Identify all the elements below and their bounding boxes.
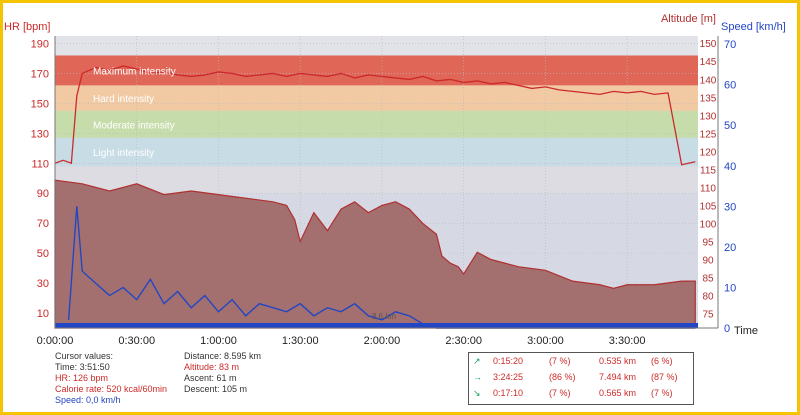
slope-row-downhill: ↘ 0:17:10 (7 %) 0.565 km (7 %) bbox=[473, 388, 691, 402]
zone-label: Light intensity bbox=[93, 148, 154, 159]
flat-distance-pct: (87 %) bbox=[651, 372, 678, 382]
altitude-tick-label: 115 bbox=[700, 165, 716, 176]
zone-band bbox=[55, 166, 698, 194]
time-tick-label: 3:00:00 bbox=[527, 335, 564, 347]
hr-tick-label: 130 bbox=[31, 128, 49, 140]
flat-arrow-icon: → bbox=[473, 372, 482, 382]
downhill-time-pct: (7 %) bbox=[549, 388, 571, 398]
summary-panel: Distance: 8.595 km Altitude: 83 m Ascent… bbox=[184, 351, 261, 395]
chart-series: Maximum intensity Hard intensity Moderate … bbox=[54, 65, 698, 329]
hr-tick-label: 190 bbox=[31, 38, 49, 50]
altitude-tick-label: 75 bbox=[702, 310, 714, 321]
altitude-tick-label: 110 bbox=[700, 183, 716, 194]
hr-tick-label: 150 bbox=[31, 98, 49, 110]
time-tick-label: 2:00:00 bbox=[364, 335, 401, 347]
slope-row-uphill: ↗ 0:15:20 (7 %) 0.535 km (6 %) bbox=[473, 356, 691, 370]
altitude-tick-label: 125 bbox=[700, 129, 717, 140]
speed-tick-label: 30 bbox=[724, 201, 736, 213]
distance-annotation: 8.6 km bbox=[372, 312, 396, 321]
speed-tick-label: 10 bbox=[724, 282, 736, 294]
time-axis-label: Time bbox=[734, 325, 758, 337]
altitude-area bbox=[54, 179, 696, 329]
slope-summary-table: ↗ 0:15:20 (7 %) 0.535 km (6 %) → 3:24:25… bbox=[468, 352, 694, 405]
speed-tick-label: 0 bbox=[724, 323, 730, 335]
speed-tick-label: 60 bbox=[724, 80, 736, 92]
altitude-tick-label: 80 bbox=[702, 292, 714, 303]
hr-axis-label: HR [bpm] bbox=[4, 21, 50, 33]
altitude-tick-label: 130 bbox=[700, 111, 717, 122]
slope-row-flat: → 3:24:25 (86 %) 7.494 km (87 %) bbox=[473, 372, 691, 386]
downhill-time: 0:17:10 bbox=[493, 388, 524, 398]
speed-baseline bbox=[55, 323, 698, 328]
speed-tick-label: 40 bbox=[724, 161, 736, 173]
hr-tick-label: 110 bbox=[31, 158, 49, 170]
zone-band bbox=[55, 85, 698, 111]
altitude-tick-label: 95 bbox=[702, 237, 714, 248]
flat-time-pct: (86 %) bbox=[549, 372, 576, 382]
cursor-values-panel: Cursor values: Time: 3:51:50 HR: 126 bpm… bbox=[55, 351, 167, 406]
zone-band bbox=[55, 55, 698, 86]
zone-label: Hard intensity bbox=[93, 94, 154, 105]
summary-altitude: Altitude: 83 m bbox=[184, 362, 240, 372]
speed-tick-label: 20 bbox=[724, 242, 736, 254]
downhill-arrow-icon: ↘ bbox=[473, 388, 481, 398]
uphill-time: 0:15:20 bbox=[493, 356, 524, 366]
flat-time: 3:24:25 bbox=[493, 372, 524, 382]
hr-tick-label: 70 bbox=[37, 218, 49, 230]
flat-distance: 7.494 km bbox=[599, 372, 637, 382]
altitude-axis-label: Altitude [m] bbox=[661, 13, 716, 25]
zone-band bbox=[55, 137, 698, 167]
altitude-tick-label: 145 bbox=[700, 57, 717, 68]
cursor-title: Cursor values: bbox=[55, 351, 114, 361]
uphill-arrow-icon: ↗ bbox=[473, 356, 481, 366]
speed-axis-label: Speed [km/h] bbox=[721, 21, 786, 33]
altitude-tick-label: 135 bbox=[700, 93, 717, 104]
hr-tick-label: 90 bbox=[37, 188, 49, 200]
zone-label: Maximum intensity bbox=[93, 66, 176, 77]
hr-line bbox=[54, 65, 696, 166]
uphill-distance-pct: (6 %) bbox=[651, 356, 673, 366]
time-tick-label: 1:00:00 bbox=[200, 335, 237, 347]
summary-descent: Descent: 105 m bbox=[184, 384, 248, 394]
altitude-tick-label: 90 bbox=[702, 256, 714, 267]
speed-tick-label: 70 bbox=[724, 39, 736, 51]
hr-tick-label: 30 bbox=[37, 278, 49, 290]
altitude-tick-label: 85 bbox=[702, 274, 714, 285]
summary-distance: Distance: 8.595 km bbox=[184, 351, 262, 361]
cursor-calorie-rate: Calorie rate: 520 kcal/60min bbox=[55, 384, 168, 394]
altitude-tick-label: 140 bbox=[700, 75, 717, 86]
hr-tick-label: 170 bbox=[31, 68, 49, 80]
altitude-tick-label: 150 bbox=[700, 39, 717, 50]
zone-band-top bbox=[55, 36, 698, 56]
altitude-tick-label: 120 bbox=[700, 147, 717, 158]
cursor-speed: Speed: 0,0 km/h bbox=[55, 395, 121, 405]
time-tick-label: 1:30:00 bbox=[282, 335, 319, 347]
hr-tick-label: 50 bbox=[37, 248, 49, 260]
hr-tick-label: 10 bbox=[37, 308, 49, 320]
cursor-time: Time: 3:51:50 bbox=[55, 362, 110, 372]
uphill-distance: 0.535 km bbox=[599, 356, 637, 366]
speed-tick-label: 50 bbox=[724, 120, 736, 132]
time-tick-label: 0:00:00 bbox=[37, 335, 74, 347]
uphill-time-pct: (7 %) bbox=[549, 356, 571, 366]
downhill-distance-pct: (7 %) bbox=[651, 388, 673, 398]
cursor-hr: HR: 126 bpm bbox=[55, 373, 109, 383]
chart-axes: 190 170 150 130 110 90 70 50 30 10 150 145 140 135 130… bbox=[31, 36, 736, 347]
zone-label: Moderate intensity bbox=[93, 120, 175, 131]
altitude-tick-label: 105 bbox=[700, 201, 717, 212]
time-tick-label: 3:30:00 bbox=[609, 335, 646, 347]
altitude-tick-label: 100 bbox=[700, 219, 717, 230]
summary-ascent: Ascent: 61 m bbox=[184, 373, 237, 383]
time-tick-label: 0:30:00 bbox=[118, 335, 155, 347]
time-tick-label: 2:30:00 bbox=[445, 335, 482, 347]
downhill-distance: 0.565 km bbox=[599, 388, 637, 398]
